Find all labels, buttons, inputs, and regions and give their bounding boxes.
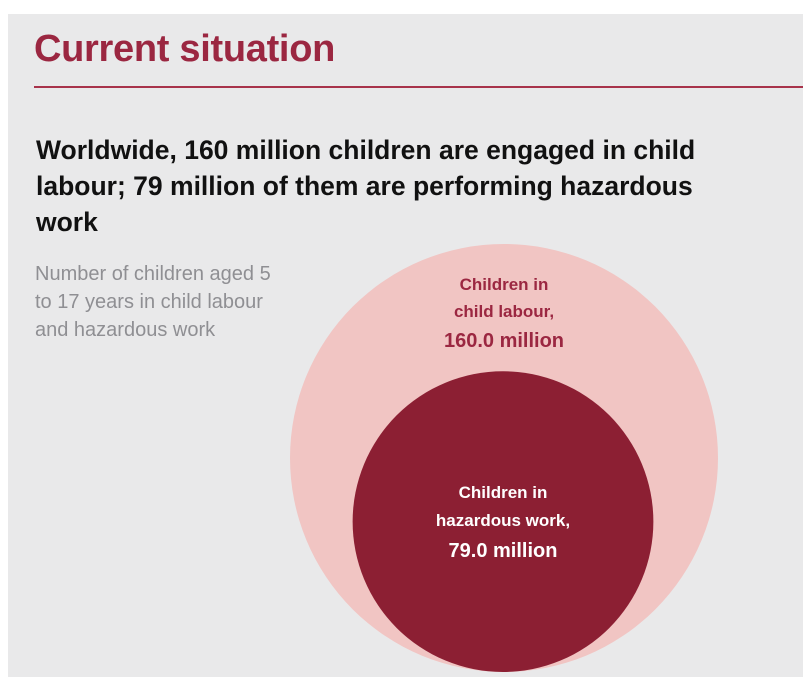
inner-circle-hazardous-work <box>352 371 654 672</box>
outer-series-value-label: 160.0 million <box>444 330 564 352</box>
inner-series-label-line-2: hazardous work, <box>436 511 570 530</box>
chart-subtitle: Number of children aged 5 to 17 years in… <box>35 263 271 341</box>
inner-series-value-label: 79.0 million <box>449 540 558 562</box>
outer-series-label-line-2: child labour, <box>454 302 554 321</box>
section-title: Current situation <box>34 28 336 70</box>
title-divider <box>34 86 803 88</box>
outer-series-label-line-1: Children in <box>460 275 549 294</box>
chart-headline: Worldwide, 160 million children are enga… <box>36 135 696 237</box>
inner-series-label-line-1: Children in <box>459 483 548 502</box>
